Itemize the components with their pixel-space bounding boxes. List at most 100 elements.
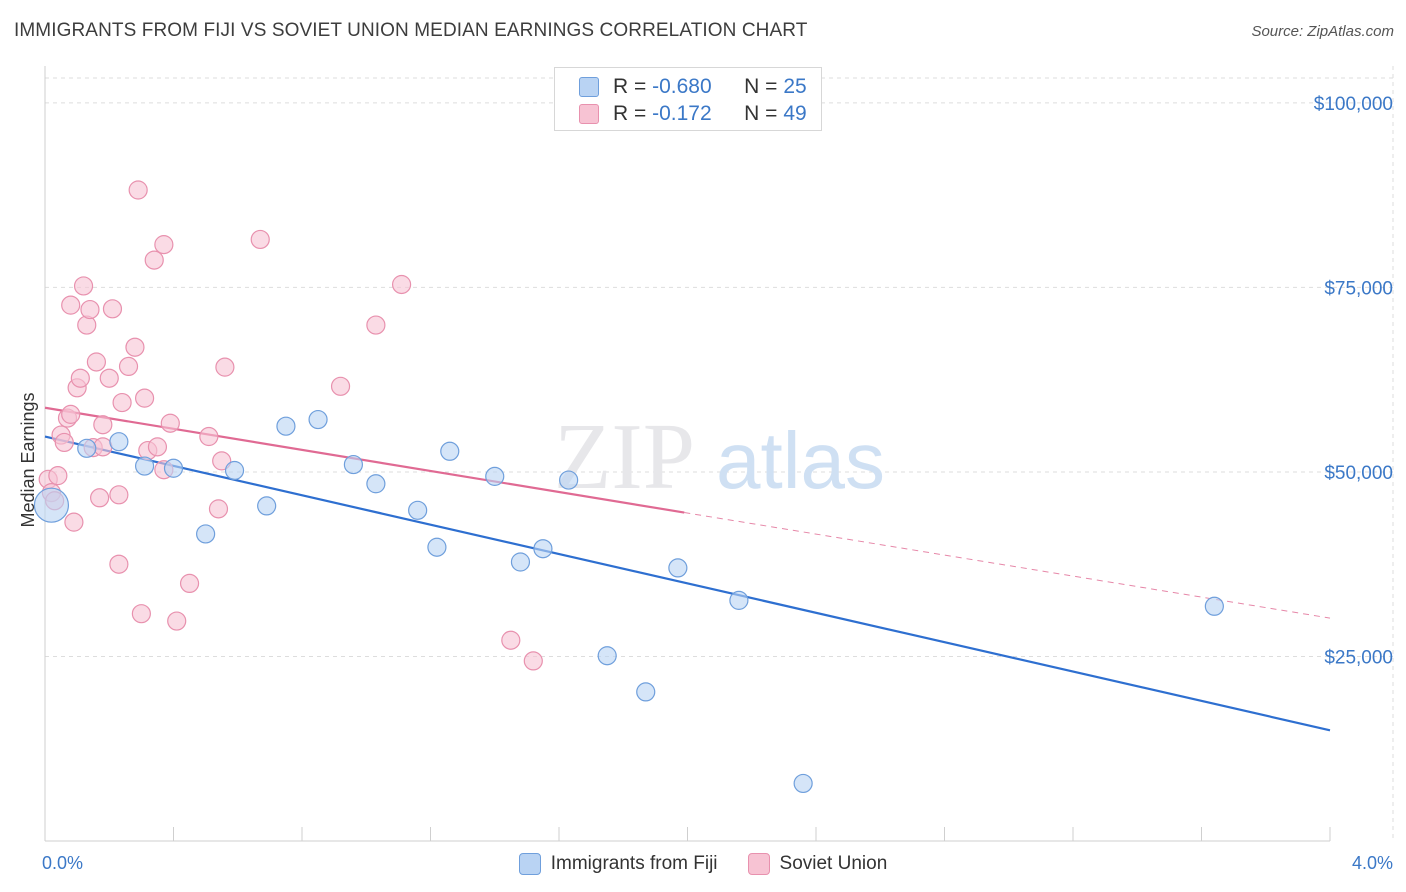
soviet-point (134, 388, 155, 408)
fiji-point (276, 416, 296, 436)
fiji-point (510, 552, 531, 572)
legend-item-fiji[interactable]: Immigrants from Fiji (518, 853, 718, 875)
n-value: 25 (783, 75, 807, 98)
fiji-point (343, 454, 363, 475)
soviet-point (208, 499, 229, 519)
fiji-point (440, 441, 460, 461)
fiji-point (597, 646, 617, 666)
watermark-zip: ZIP (554, 405, 695, 509)
soviet-point (109, 554, 129, 574)
soviet-point (64, 512, 84, 532)
fiji-point (729, 590, 749, 610)
fiji-point (77, 438, 97, 458)
soviet-point (102, 299, 123, 319)
source-credit: Source: ZipAtlas.com (1251, 23, 1394, 40)
soviet-point (212, 451, 232, 471)
watermark: ZIP atlas (554, 405, 885, 509)
n-value: 49 (783, 102, 807, 125)
soviet-point (93, 415, 113, 435)
soviet-point (112, 392, 132, 413)
fiji-point (257, 496, 277, 516)
soviet-point (154, 235, 174, 255)
legend-item-soviet[interactable]: Soviet Union (747, 853, 888, 875)
soviet-point (131, 604, 151, 624)
soviet-point (61, 404, 81, 424)
soviet-point (61, 295, 81, 315)
r-label: R = (613, 102, 647, 125)
soviet-point (199, 426, 219, 447)
fiji-point (33, 487, 70, 523)
fiji-point (163, 458, 184, 478)
fiji-point (427, 537, 447, 557)
y-tick-label: $75,000 (1324, 278, 1393, 299)
soviet-point (93, 437, 113, 457)
soviet-point (77, 315, 97, 335)
soviet-trend-extension (684, 512, 1331, 619)
y-axis-label: Median Earnings (18, 392, 38, 527)
fiji-point (793, 773, 813, 794)
soviet-point (147, 437, 168, 457)
soviet-point (330, 376, 351, 396)
x-tick-label-min: 0.0% (42, 853, 83, 873)
axes (44, 66, 1331, 842)
soviet-point (109, 485, 129, 505)
fiji-swatch (579, 77, 599, 97)
axis-labels: $25,000 $50,000 $75,000 $100,000 0.0% 4.0% Med… (18, 94, 1393, 873)
fiji-point (224, 460, 245, 481)
trend-lines (44, 406, 1331, 732)
fiji-trend-line (44, 435, 1331, 732)
y-tick-label: $25,000 (1324, 647, 1393, 668)
fiji-point (559, 470, 579, 490)
soviet-point (128, 180, 148, 200)
soviet-point (215, 357, 235, 377)
soviet-point (54, 432, 74, 453)
fiji-point (366, 474, 386, 494)
chart-title: IMMIGRANTS FROM FIJI VS SOVIET UNION MED… (14, 20, 808, 41)
correlation-legend: R = -0.680 N = 25 R = -0.172 N = 49 (554, 67, 822, 131)
soviet-point (250, 229, 270, 250)
grid-lines (45, 66, 1394, 841)
fiji-point (1204, 596, 1224, 616)
r-label: R = (613, 75, 647, 98)
fiji-point (668, 558, 688, 578)
n-label: N = (744, 75, 778, 98)
n-label: N = (744, 102, 778, 125)
soviet-point (70, 368, 90, 388)
soviet-legend-swatch (747, 853, 770, 875)
soviet-point (99, 368, 119, 388)
soviet-point (160, 413, 180, 433)
soviet-point (144, 250, 164, 270)
soviet-point (167, 611, 187, 631)
fiji-legend-swatch (518, 853, 541, 875)
soviet-point (179, 573, 200, 594)
soviet-point (80, 299, 100, 320)
soviet-point (73, 276, 94, 296)
soviet-point (125, 337, 145, 357)
r-value: -0.680 (652, 75, 712, 98)
soviet-point (366, 315, 386, 335)
soviet-point (86, 352, 107, 372)
soviet-swatch (579, 104, 599, 124)
fiji-point (408, 500, 428, 520)
fiji-point (109, 432, 129, 452)
soviet-trend-line (44, 406, 685, 514)
series-legend: Immigrants from Fiji Soviet Union (0, 850, 1406, 878)
fiji-point (196, 524, 216, 544)
legend-row-soviet: R = -0.172 N = 49 (579, 101, 807, 127)
fiji-legend-label: Immigrants from Fiji (550, 853, 718, 874)
y-tick-label: $100,000 (1314, 94, 1393, 115)
legend-row-fiji: R = -0.680 N = 25 (579, 74, 807, 100)
fiji-point (485, 466, 505, 486)
soviet-legend-label: Soviet Union (779, 853, 888, 874)
soviet-union-points (38, 180, 543, 671)
fiji-point (134, 456, 155, 476)
fiji-point (636, 682, 656, 702)
soviet-point (391, 274, 412, 295)
soviet-point (523, 651, 543, 671)
fiji-point (533, 539, 553, 559)
soviet-point (501, 630, 521, 650)
fiji-point (308, 409, 328, 430)
r-value: -0.172 (652, 102, 712, 125)
y-tick-label: $50,000 (1324, 463, 1393, 484)
